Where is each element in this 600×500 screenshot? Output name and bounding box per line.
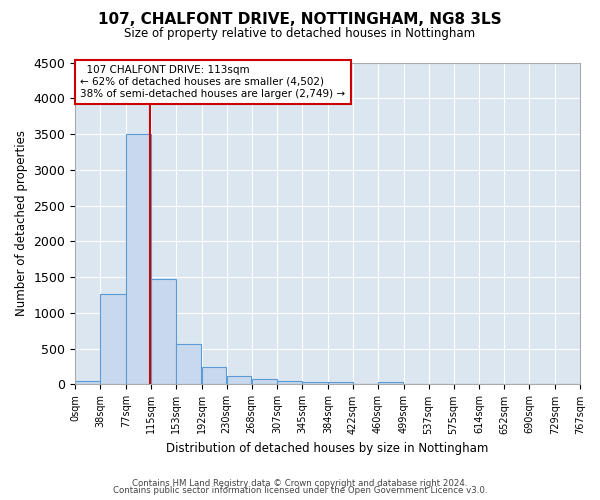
Bar (151, 280, 176, 384)
X-axis label: Distribution of detached houses by size in Nottingham: Distribution of detached houses by size … (166, 442, 489, 455)
Bar (202, 368, 226, 384)
Bar (378, 382, 403, 384)
Text: 107, CHALFONT DRIVE, NOTTINGHAM, NG8 3LS: 107, CHALFONT DRIVE, NOTTINGHAM, NG8 3LS (98, 12, 502, 28)
Bar (277, 380, 302, 384)
Text: Contains HM Land Registry data © Crown copyright and database right 2024.: Contains HM Land Registry data © Crown c… (132, 478, 468, 488)
Text: Size of property relative to detached houses in Nottingham: Size of property relative to detached ho… (124, 28, 476, 40)
Bar (302, 382, 328, 384)
Text: Contains public sector information licensed under the Open Government Licence v3: Contains public sector information licen… (113, 486, 487, 495)
Bar (227, 376, 251, 384)
Bar (176, 344, 201, 384)
Y-axis label: Number of detached properties: Number of detached properties (15, 130, 28, 316)
Bar (76, 381, 100, 384)
Bar (126, 134, 151, 384)
Bar (100, 294, 125, 384)
Text: 107 CHALFONT DRIVE: 113sqm
← 62% of detached houses are smaller (4,502)
38% of s: 107 CHALFONT DRIVE: 113sqm ← 62% of deta… (80, 66, 346, 98)
Bar (328, 382, 353, 384)
Bar (252, 378, 277, 384)
